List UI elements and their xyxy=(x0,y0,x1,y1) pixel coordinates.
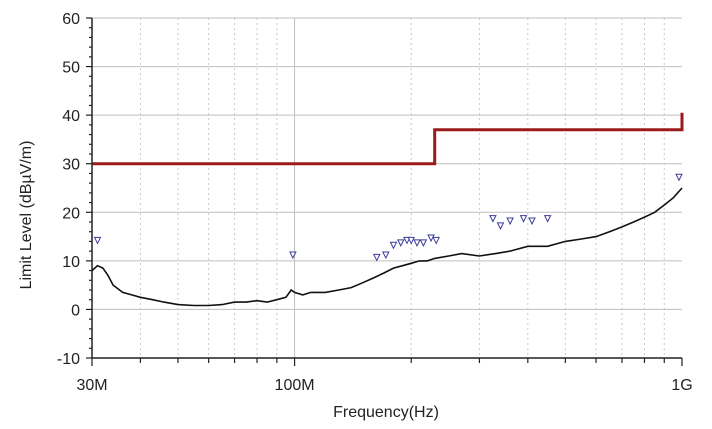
peak-marker xyxy=(427,234,435,243)
y-tick-label: 0 xyxy=(71,302,80,319)
peak-marker xyxy=(372,253,381,262)
y-axis-title: Limit Level (dBµV/m) xyxy=(18,141,35,290)
grid xyxy=(92,17,682,359)
x-tick-label: 100M xyxy=(275,377,315,394)
y-tick-label: -10 xyxy=(57,351,80,368)
y-tick-label: 30 xyxy=(62,157,80,174)
y-tick-label: 10 xyxy=(62,254,80,271)
y-tick-label: 50 xyxy=(62,60,80,77)
y-tick-label: 60 xyxy=(62,11,80,28)
peak-marker xyxy=(506,217,514,226)
peak-marker xyxy=(528,217,536,226)
peak-marker xyxy=(675,173,683,182)
peak-marker xyxy=(419,239,428,247)
measurement-trace xyxy=(91,187,683,307)
axes xyxy=(86,17,683,366)
peak-marker xyxy=(432,236,440,245)
peak-markers xyxy=(93,173,683,262)
peak-marker xyxy=(543,215,552,223)
peak-marker xyxy=(519,215,528,223)
peak-marker xyxy=(407,236,416,245)
series-group xyxy=(91,112,684,307)
tick-labels: -10 0 10 20 30 40 50 60 30M 100M 1G xyxy=(57,11,693,394)
peak-marker xyxy=(93,236,102,245)
x-tick-label: 1G xyxy=(671,377,692,394)
peak-marker xyxy=(489,215,497,223)
limit-line xyxy=(92,112,684,166)
peak-marker xyxy=(389,241,398,250)
y-tick-label: 40 xyxy=(62,108,80,125)
peak-marker xyxy=(382,251,390,260)
peak-marker xyxy=(289,251,297,260)
peak-marker xyxy=(413,239,421,247)
x-axis-title: Frequency(Hz) xyxy=(333,404,439,421)
peak-marker xyxy=(396,239,405,247)
y-tick-label: 20 xyxy=(62,205,80,222)
peak-marker xyxy=(496,222,505,230)
x-tick-label: 30M xyxy=(76,377,107,394)
